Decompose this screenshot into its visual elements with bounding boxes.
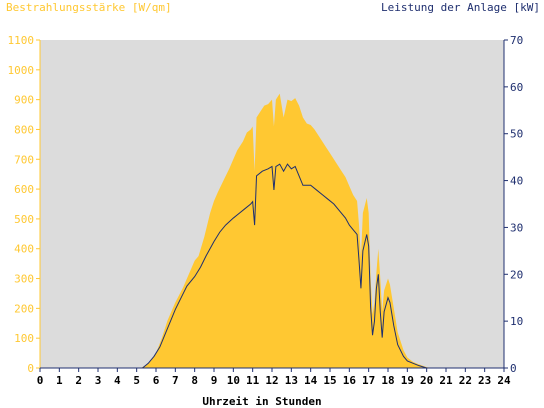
x-axis-title: Uhrzeit in Stunden bbox=[202, 395, 321, 408]
right-tick-label: 70 bbox=[510, 34, 523, 47]
x-tick-label: 19 bbox=[401, 374, 414, 387]
left-tick-label: 200 bbox=[14, 302, 34, 315]
left-tick-label: 0 bbox=[27, 362, 34, 375]
x-tick-label: 13 bbox=[285, 374, 298, 387]
x-tick-label: 3 bbox=[95, 374, 102, 387]
x-tick-label: 16 bbox=[343, 374, 357, 387]
right-tick-label: 50 bbox=[510, 128, 523, 141]
x-tick-label: 18 bbox=[381, 374, 394, 387]
x-tick-label: 15 bbox=[323, 374, 336, 387]
x-tick-label: 11 bbox=[246, 374, 260, 387]
x-tick-label: 4 bbox=[114, 374, 121, 387]
x-tick-label: 9 bbox=[211, 374, 218, 387]
left-tick-label: 500 bbox=[14, 213, 34, 226]
x-tick-label: 23 bbox=[478, 374, 491, 387]
right-tick-label: 10 bbox=[510, 315, 523, 328]
left-tick-label: 100 bbox=[14, 332, 34, 345]
left-tick-label: 400 bbox=[14, 243, 34, 256]
left-tick-label: 600 bbox=[14, 183, 34, 196]
right-tick-label: 0 bbox=[510, 362, 517, 375]
right-tick-label: 40 bbox=[510, 175, 523, 188]
x-tick-label: 2 bbox=[75, 374, 82, 387]
right-axis-title: Leistung der Anlage [kW] bbox=[381, 1, 540, 14]
left-axis-title: Bestrahlungsstärke [W/qm] bbox=[6, 1, 172, 14]
x-tick-label: 14 bbox=[304, 374, 318, 387]
right-tick-label: 30 bbox=[510, 221, 523, 234]
x-tick-label: 0 bbox=[37, 374, 44, 387]
left-tick-label: 1000 bbox=[8, 64, 35, 77]
left-tick-label: 300 bbox=[14, 273, 34, 286]
x-tick-label: 7 bbox=[172, 374, 179, 387]
x-tick-label: 21 bbox=[439, 374, 453, 387]
x-tick-label: 17 bbox=[362, 374, 375, 387]
x-tick-label: 24 bbox=[497, 374, 511, 387]
x-tick-label: 20 bbox=[420, 374, 433, 387]
series-layer bbox=[40, 93, 504, 369]
ticks-layer: 0100200300400500600700800900100011000102… bbox=[8, 34, 524, 387]
left-tick-label: 900 bbox=[14, 94, 34, 107]
left-tick-label: 700 bbox=[14, 153, 34, 166]
left-tick-label: 1100 bbox=[8, 34, 35, 47]
x-tick-label: 10 bbox=[227, 374, 240, 387]
x-tick-label: 12 bbox=[265, 374, 278, 387]
right-tick-label: 60 bbox=[510, 81, 523, 94]
right-tick-label: 20 bbox=[510, 268, 523, 281]
x-tick-label: 22 bbox=[459, 374, 472, 387]
x-tick-label: 1 bbox=[56, 374, 63, 387]
left-tick-label: 800 bbox=[14, 123, 34, 136]
x-tick-label: 5 bbox=[133, 374, 140, 387]
x-tick-label: 6 bbox=[153, 374, 160, 387]
power-line-series bbox=[40, 163, 504, 369]
x-tick-label: 8 bbox=[191, 374, 198, 387]
